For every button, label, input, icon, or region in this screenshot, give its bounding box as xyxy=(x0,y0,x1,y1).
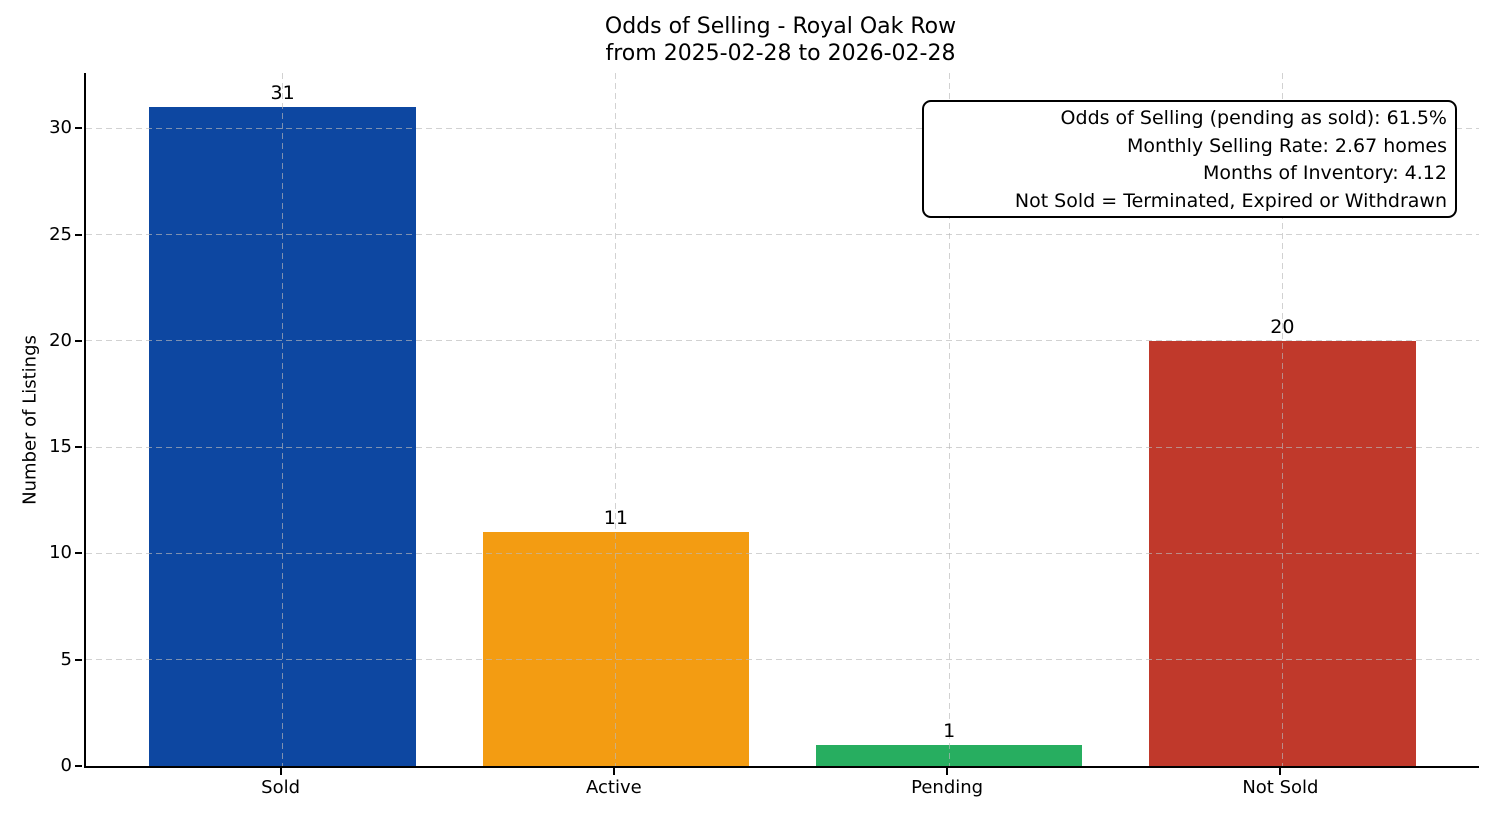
horizontal-gridline xyxy=(86,127,1479,129)
x-tick-label-pending: Pending xyxy=(911,777,984,798)
bar-value-label-sold: 31 xyxy=(270,82,295,105)
vertical-gridline xyxy=(948,73,950,766)
y-tick-label: 10 xyxy=(49,542,72,564)
x-tick-label-not-sold: Not Sold xyxy=(1242,777,1319,798)
bar-value-label-not-sold: 20 xyxy=(1270,315,1295,338)
y-tick-mark xyxy=(75,233,82,236)
x-tick-label-sold: Sold xyxy=(261,777,301,798)
chart-title: Odds of Selling - Royal Oak Row from 202… xyxy=(84,13,1477,67)
horizontal-gridline xyxy=(86,659,1479,661)
x-tick-mark xyxy=(1279,768,1282,775)
plot-area: 31 11 1 20 xyxy=(84,73,1479,768)
horizontal-gridline xyxy=(86,446,1479,448)
stat-not-sold-definition: Not Sold = Terminated, Expired or Withdr… xyxy=(1014,189,1447,212)
chart-title-line2: from 2025-02-28 to 2026-02-28 xyxy=(605,41,956,66)
y-tick-mark xyxy=(75,658,82,661)
x-tick-mark xyxy=(279,768,282,775)
chart-title-line1: Odds of Selling - Royal Oak Row xyxy=(604,14,957,39)
y-tick-label: 25 xyxy=(49,223,72,245)
horizontal-gridline xyxy=(86,552,1479,554)
y-tick-mark xyxy=(75,765,82,767)
y-tick-mark xyxy=(75,339,82,342)
stat-odds-of-selling: Odds of Selling (pending as sold): 61.5% xyxy=(1060,107,1447,129)
y-tick-mark xyxy=(75,446,82,449)
vertical-gridline xyxy=(615,73,617,766)
stat-monthly-selling-rate: Monthly Selling Rate: 2.67 homes xyxy=(1127,134,1447,157)
y-tick-mark xyxy=(75,127,82,130)
y-tick-label: 0 xyxy=(60,755,72,776)
horizontal-gridline xyxy=(86,234,1479,236)
y-tick-label: 5 xyxy=(60,648,72,670)
x-tick-mark xyxy=(612,768,615,775)
stats-annotation-box: Odds of Selling (pending as sold): 61.5%… xyxy=(922,100,1457,218)
y-tick-label: 20 xyxy=(49,329,72,351)
y-tick-label: 15 xyxy=(49,436,72,458)
bar-value-label-pending: 1 xyxy=(943,719,956,742)
x-tick-mark xyxy=(946,768,949,775)
bar-value-label-active: 11 xyxy=(603,507,628,530)
stat-months-of-inventory: Months of Inventory: 4.12 xyxy=(1203,162,1447,184)
horizontal-gridline xyxy=(86,340,1479,342)
y-tick-label: 30 xyxy=(49,117,72,139)
vertical-gridline xyxy=(282,73,284,766)
x-tick-label-active: Active xyxy=(586,777,642,798)
y-axis-label: Number of Listings xyxy=(19,335,41,505)
y-tick-mark xyxy=(75,552,82,555)
vertical-gridline xyxy=(1281,73,1283,766)
